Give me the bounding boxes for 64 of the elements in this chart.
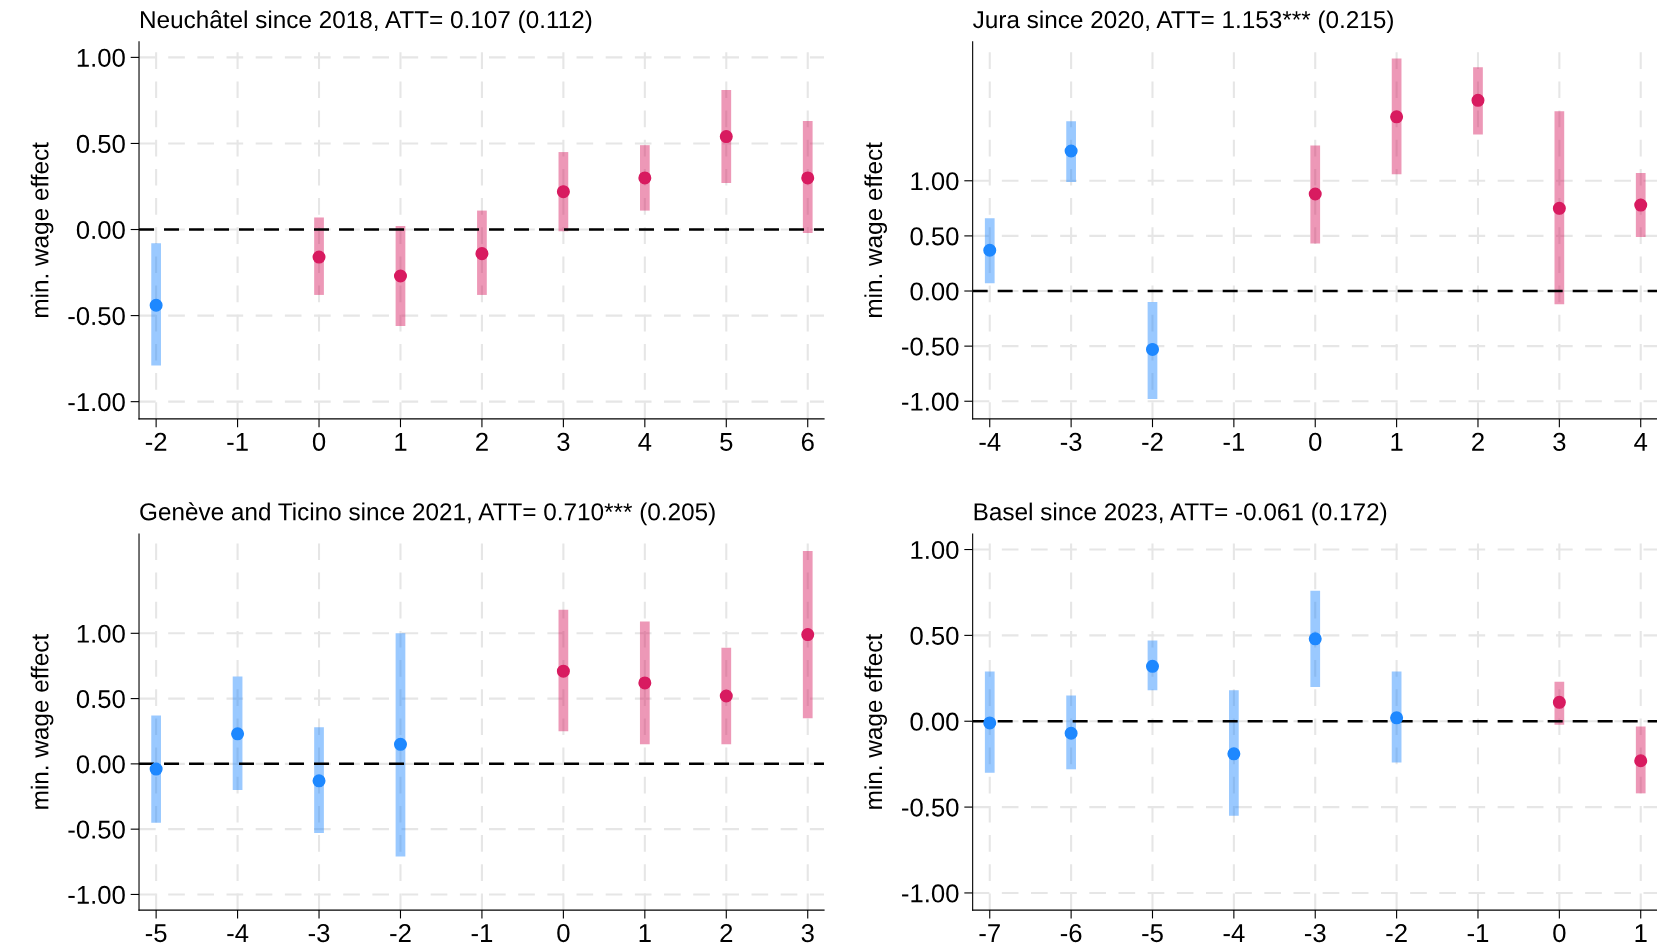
y-tick-label: -0.50 (68, 820, 125, 839)
x-tick-label: -2 (145, 432, 167, 451)
x-tick-label: 5 (720, 433, 733, 451)
x-tick-label: -4 (979, 433, 1001, 451)
y-tick-label: 0.00 (76, 755, 125, 774)
y-tick-label: 0.50 (910, 626, 959, 645)
y-tick-label: 1.00 (77, 48, 125, 67)
y-axis-title: min. wage effect (30, 142, 54, 318)
x-tick-label: 1 (639, 924, 651, 942)
x-tick-label: -3 (308, 923, 330, 943)
x-tick-label: -5 (1142, 924, 1163, 943)
y-tick-label: -0.50 (902, 337, 959, 356)
y-tick-label: -1.00 (68, 885, 125, 905)
x-tick-label: 2 (476, 432, 488, 451)
x-tick-label: 1 (395, 433, 407, 451)
chart-title: Neuchâtel since 2018, ATT= 0.107 (0.112) (141, 10, 592, 34)
y-tick-label: 0.50 (76, 689, 125, 709)
x-tick-label: -7 (979, 924, 1000, 942)
y-tick-label: -1.00 (902, 884, 959, 903)
x-tick-label: -1 (471, 924, 493, 942)
y-tick-label: 1.00 (911, 540, 959, 560)
y-tick-label: -0.50 (68, 306, 125, 326)
x-tick-label: -1 (227, 433, 248, 451)
x-tick-label: 2 (1472, 432, 1484, 451)
x-tick-label: 1 (1635, 924, 1647, 942)
y-tick-label: -0.50 (902, 798, 959, 817)
x-tick-label: 1 (1391, 433, 1403, 451)
x-tick-label: -6 (1060, 923, 1082, 943)
x-tick-label: 4 (1634, 433, 1648, 451)
x-tick-label: 4 (638, 433, 652, 451)
x-tick-label: -2 (390, 923, 411, 942)
x-tick-label: 0 (1553, 923, 1566, 943)
y-tick-label: 0.50 (910, 227, 959, 246)
x-tick-label: 3 (557, 432, 570, 451)
x-tick-label: 2 (720, 923, 733, 942)
y-axis-title: min. wage effect (30, 633, 54, 809)
x-tick-label: -1 (1223, 433, 1245, 451)
x-tick-label: -5 (145, 924, 167, 943)
x-tick-label: -2 (1142, 432, 1163, 451)
chart-title: Genève and Ticino since 2021, ATT= 0.710*** (0.205) (140, 502, 715, 526)
x-tick-label: -4 (227, 924, 249, 942)
y-tick-label: -1.00 (902, 392, 959, 411)
x-tick-label: -3 (1060, 432, 1082, 451)
x-tick-label: -2 (1386, 923, 1407, 942)
y-tick-label: 1.00 (77, 624, 125, 643)
y-tick-label: 0.00 (910, 282, 959, 301)
x-tick-label: -4 (1223, 924, 1245, 942)
x-tick-label: -1 (1467, 924, 1489, 942)
x-tick-label: 0 (1309, 432, 1322, 451)
y-tick-label: -1.00 (68, 393, 125, 412)
y-tick-label: 0.50 (76, 134, 125, 154)
x-tick-label: 3 (1553, 432, 1566, 451)
y-tick-label: 1.00 (911, 172, 959, 191)
chart-title: Jura since 2020, ATT= 1.153*** (0.215) (973, 10, 1393, 34)
y-axis-title: min. wage effect (864, 142, 888, 318)
x-tick-label: 0 (312, 432, 326, 451)
chart-title: Basel since 2023, ATT= -0.061 (0.172) (974, 502, 1387, 526)
y-tick-label: 0.00 (910, 712, 959, 731)
x-tick-label: 6 (801, 432, 814, 451)
x-tick-label: 0 (557, 923, 570, 943)
y-axis-title: min. wage effect (864, 633, 888, 809)
x-tick-label: -3 (1304, 923, 1326, 943)
y-tick-label: 0.00 (76, 220, 125, 240)
x-tick-label: 3 (801, 923, 814, 943)
